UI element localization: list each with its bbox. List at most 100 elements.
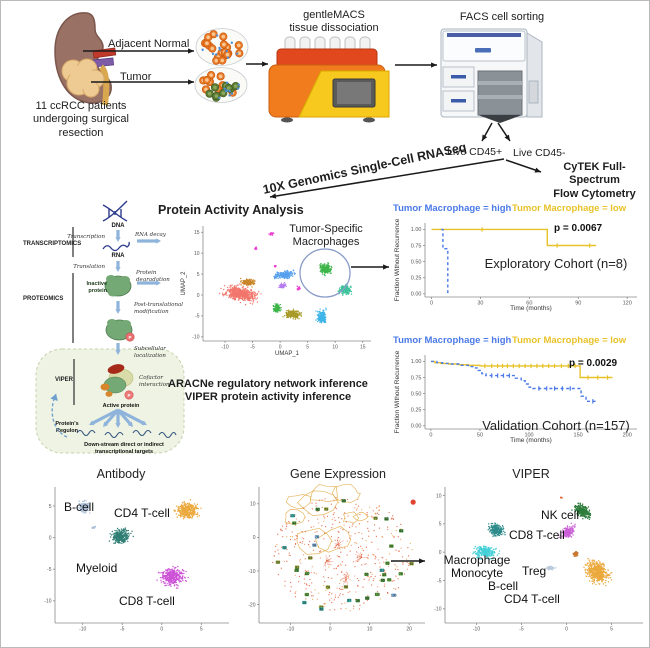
drawer-handle xyxy=(451,99,466,103)
svg-text:112: 112 xyxy=(379,569,385,573)
proteomics-label: PROTEOMICS xyxy=(23,296,63,302)
svg-text:63: 63 xyxy=(276,560,280,564)
svg-text:76: 76 xyxy=(386,561,390,565)
ureter xyxy=(98,64,110,106)
translation-label: Translation xyxy=(73,264,105,270)
svg-text:-5: -5 xyxy=(519,627,524,633)
svg-text:95: 95 xyxy=(381,579,385,583)
svg-text:0: 0 xyxy=(439,550,442,556)
viper-macro-mono-label: Macrophage Monocyte xyxy=(443,553,511,580)
tumor-mass xyxy=(61,58,105,98)
svg-text:10: 10 xyxy=(250,502,256,508)
active-protein-complex: P xyxy=(100,364,134,400)
km1-cohort-label: Exploratory Cohort (n=8) xyxy=(484,256,628,271)
svg-text:120: 120 xyxy=(623,301,632,307)
viper-pathway-diagram: DNA RNA P P xyxy=(23,200,185,455)
vent xyxy=(528,80,539,104)
phospho-label: P xyxy=(128,335,131,340)
svg-text:0.75: 0.75 xyxy=(411,243,422,249)
km-exploratory-plot: 0 30 60 90 120 0.00 0.25 0.50 0.75 1.00 Time (mont… xyxy=(394,218,637,312)
inactive-protein-blob xyxy=(104,275,132,297)
display-chip xyxy=(475,48,491,53)
subcellular-label-1: Subcellular xyxy=(134,346,166,352)
tsne-gene-expression-plot: -10 0 10 20 -20 -10 0 10 54 76 102 91 90 78 75 79 70 107 9… xyxy=(248,483,425,633)
antibody-b-cell-label: B-cell xyxy=(64,500,95,514)
chamber-stripe xyxy=(478,81,522,85)
viper-box xyxy=(35,348,185,454)
machine-side xyxy=(526,32,543,118)
svg-text:-5: -5 xyxy=(250,345,255,351)
svg-text:-5: -5 xyxy=(47,567,52,573)
downstream-label-2: transcriptional targets xyxy=(95,449,153,455)
svg-text:90: 90 xyxy=(316,508,320,512)
inactive-protein-label-2: protein xyxy=(88,288,107,294)
km1-legend-low: Tumor Macrophage = low xyxy=(512,203,627,214)
downstream-label-1: Down-stream direct or indirect xyxy=(84,442,164,448)
svg-text:100: 100 xyxy=(524,433,533,439)
svg-text:58: 58 xyxy=(365,596,369,600)
svg-text:98: 98 xyxy=(313,543,317,547)
tam-annotation: Tumor-Specific Macrophages xyxy=(289,223,363,249)
svg-text:35: 35 xyxy=(382,573,386,577)
svg-text:0.00: 0.00 xyxy=(411,424,422,430)
drawer-handle xyxy=(451,75,466,79)
cofactor-label-1: Cofactor xyxy=(139,375,163,381)
svg-text:50: 50 xyxy=(477,433,483,439)
svg-text:Time (months): Time (months) xyxy=(510,305,552,312)
svg-text:0.50: 0.50 xyxy=(411,391,422,397)
svg-text:0: 0 xyxy=(279,345,282,351)
km2-pvalue: p = 0.0029 xyxy=(569,358,618,369)
svg-text:0.50: 0.50 xyxy=(411,259,422,265)
svg-text:200: 200 xyxy=(623,433,632,439)
svg-text:-10: -10 xyxy=(434,607,441,613)
svg-text:0.75: 0.75 xyxy=(411,375,422,381)
svg-text:17: 17 xyxy=(319,605,323,609)
rna-label: RNA xyxy=(112,253,126,259)
km1-legend-high: Tumor Macrophage = high xyxy=(393,203,512,214)
live-cd45-neg-label: Live CD45- xyxy=(513,147,566,159)
cytek-label: CyTEK Full-Spectrum Flow Cytometry xyxy=(553,161,636,200)
svg-text:UMAP_2: UMAP_2 xyxy=(181,271,187,296)
km2-cohort-label: Validation Cohort (n=157) xyxy=(482,418,630,433)
svg-text:5: 5 xyxy=(306,345,309,351)
viper-label: VIPER xyxy=(55,377,74,383)
svg-text:91: 91 xyxy=(295,565,299,569)
svg-text:1.00: 1.00 xyxy=(411,359,422,365)
svg-text:0: 0 xyxy=(253,535,256,541)
svg-text:99: 99 xyxy=(389,544,393,548)
svg-text:71: 71 xyxy=(295,568,299,572)
svg-text:0: 0 xyxy=(160,627,163,633)
svg-text:-10: -10 xyxy=(287,627,294,633)
svg-text:5: 5 xyxy=(439,522,442,528)
svg-text:30: 30 xyxy=(477,301,483,307)
umap-protein-activity-plot: -10 -5 0 5 10 15 -10 -5 0 5 10 15 UMAP_1 UMAP_2 xyxy=(181,226,371,357)
viper-b-cell-label: B-cell xyxy=(488,579,519,593)
umap-antibody-plot: -10 -5 0 5 -10 -5 0 5 xyxy=(44,487,229,633)
svg-text:15: 15 xyxy=(360,345,366,351)
km2-legend-low: Tumor Macrophage = low xyxy=(512,335,627,346)
umap-viper-plot: -10 -5 0 5 -10 -5 0 5 10 xyxy=(434,487,643,633)
cofactor-label-2: interaction xyxy=(139,382,170,388)
tenx-rnaseq-label: 10X Genomics Single-Cell RNASeq xyxy=(261,139,468,197)
viper-treg-label: Treg xyxy=(522,564,547,578)
svg-text:5: 5 xyxy=(49,504,52,510)
svg-text:20: 20 xyxy=(406,627,412,633)
svg-text:66: 66 xyxy=(365,573,369,577)
svg-text:52: 52 xyxy=(385,517,389,521)
viper-nk-label: NK cell xyxy=(541,508,580,522)
adjacent-normal-label: Adjacent Normal xyxy=(108,38,190,50)
subcellular-label-2: localization xyxy=(134,353,166,359)
svg-text:-10: -10 xyxy=(473,627,480,633)
tumor-label: Tumor xyxy=(120,71,152,83)
svg-text:61: 61 xyxy=(399,529,403,533)
svg-text:10: 10 xyxy=(194,251,200,257)
svg-text:0: 0 xyxy=(329,627,332,633)
svg-text:0.25: 0.25 xyxy=(411,275,422,281)
live-cd45-pos-label: Live CD45+ xyxy=(447,146,503,158)
svg-text:102: 102 xyxy=(290,514,296,518)
svg-text:74: 74 xyxy=(326,585,330,589)
dissociated-cells-illustration xyxy=(194,28,249,103)
antibody-cd8-label: CD8 T-cell xyxy=(119,594,175,608)
dna-label: DNA xyxy=(112,223,126,229)
